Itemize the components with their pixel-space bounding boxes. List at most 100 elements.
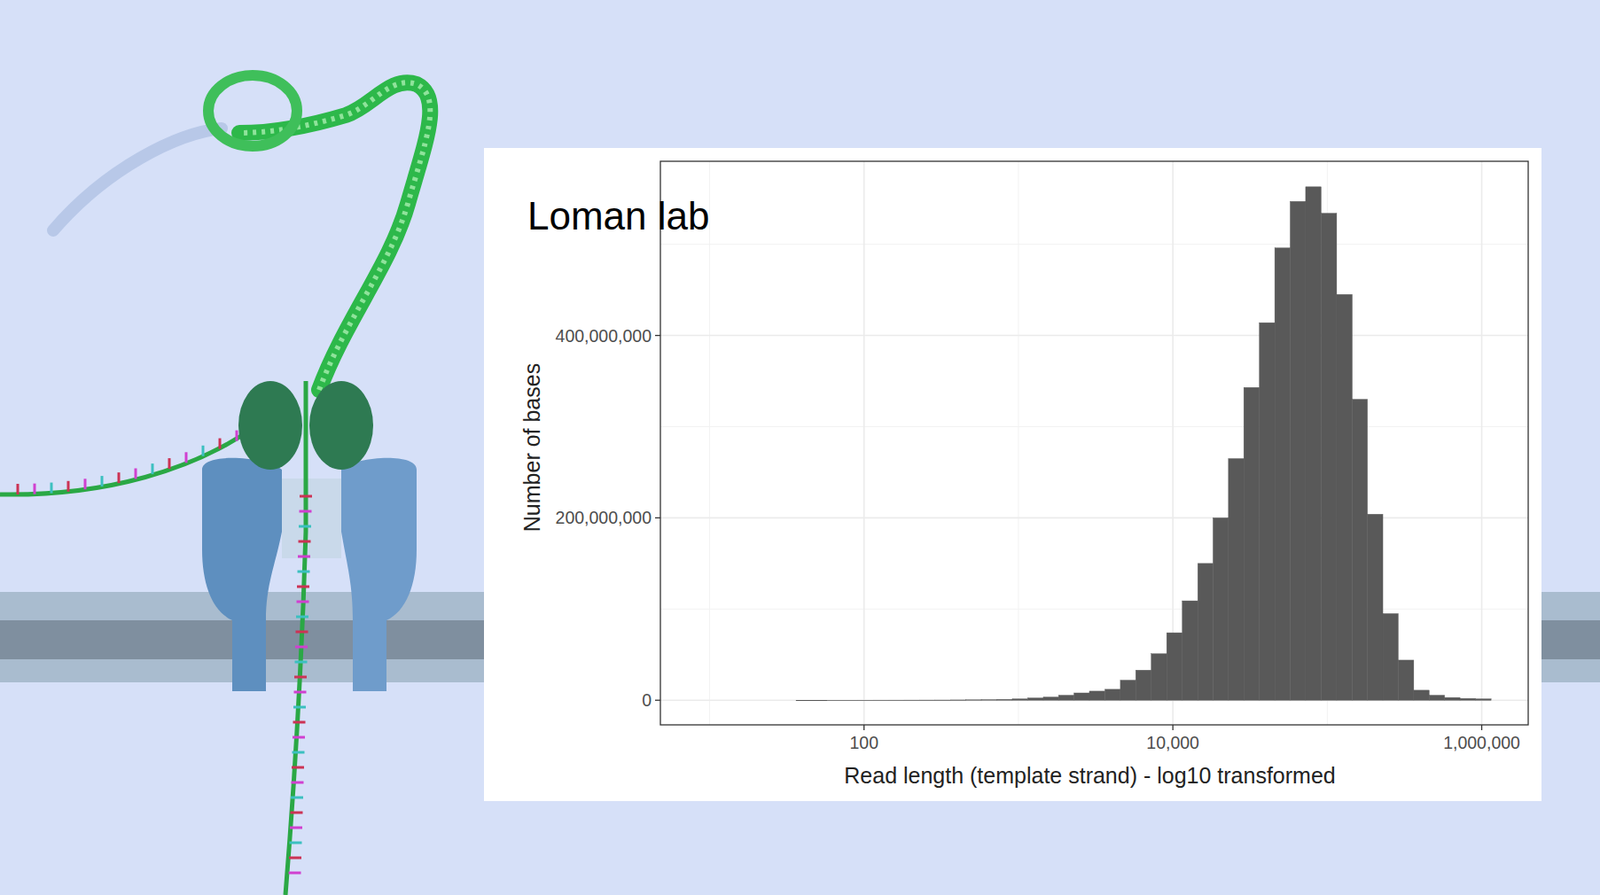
minor-grid-y: [660, 608, 1529, 610]
base: [33, 483, 37, 495]
histogram-bar: [1104, 689, 1120, 701]
minor-grid-y: [660, 243, 1529, 245]
histogram-bar: [919, 700, 935, 703]
x-tick-label: 100: [849, 733, 879, 753]
base: [290, 811, 304, 815]
base: [288, 857, 302, 860]
histogram-bar: [1212, 517, 1228, 701]
histogram-bar: [966, 699, 982, 702]
base: [168, 458, 172, 469]
base: [101, 476, 104, 487]
base: [291, 781, 305, 785]
histogram-bar: [1259, 322, 1275, 701]
histogram-bar: [1444, 697, 1460, 701]
chart-panel: [483, 148, 1542, 802]
histogram-bar: [1320, 213, 1337, 702]
base: [299, 510, 313, 514]
base: [218, 438, 222, 450]
plot-frame: [660, 161, 1529, 726]
y-tick-label: 0: [641, 690, 652, 711]
histogram-bar: [950, 699, 966, 702]
base: [296, 585, 310, 589]
histogram-bar: [1413, 690, 1429, 701]
base: [16, 483, 20, 495]
histogram-bar: [904, 700, 920, 703]
background: [0, 0, 1600, 895]
histogram-bar: [1475, 699, 1492, 702]
x-axis-title: Read length (template strand) - log10 tr…: [843, 763, 1335, 789]
y-tick-label: 200,000,000: [555, 507, 653, 528]
slide: 10010,0001,000,0000200,000,000400,000,00…: [0, 0, 1600, 895]
pore-channel: [281, 478, 342, 559]
base: [296, 616, 309, 619]
membrane: [1533, 592, 1600, 683]
grid-x: [1481, 161, 1483, 726]
grid: [660, 161, 1529, 726]
x-tick: [1171, 725, 1173, 731]
translocating-strand: [285, 381, 306, 895]
base: [50, 483, 54, 494]
motor-protein: [238, 381, 303, 470]
histogram-bar: [1336, 294, 1353, 701]
histogram-bar: [842, 700, 858, 703]
histogram-bar: [811, 700, 827, 703]
base: [298, 540, 312, 544]
base: [299, 495, 313, 499]
histogram-bar: [1058, 695, 1074, 702]
axes: 10010,0001,000,0000200,000,000400,000,00…: [555, 326, 1522, 753]
histogram-bar: [1012, 699, 1029, 702]
histogram-bar: [827, 700, 843, 703]
membrane-core: [1533, 620, 1600, 660]
base: [202, 445, 205, 457]
nanopore-illustration: [0, 75, 1600, 895]
minor-grid-x: [1017, 161, 1019, 726]
histogram-bar: [1367, 514, 1383, 701]
y-tick: [655, 700, 661, 702]
helix-turns: [239, 82, 430, 391]
base: [290, 796, 304, 800]
grid-y: [660, 517, 1529, 520]
base: [84, 478, 87, 490]
faded-strand: [53, 128, 222, 231]
base: [295, 661, 308, 664]
minor-grid-y: [660, 426, 1529, 428]
histogram-bar: [1120, 680, 1136, 702]
histogram-bar: [1382, 613, 1398, 701]
base: [292, 736, 305, 740]
histogram-bar: [1043, 697, 1059, 702]
base: [67, 481, 71, 492]
double-helix: [239, 82, 430, 391]
pore-left: [202, 458, 282, 692]
histogram-bar: [1351, 399, 1367, 702]
base: [294, 691, 307, 695]
minor-grid-x: [709, 161, 711, 726]
histogram-bar: [1228, 458, 1244, 701]
histogram-bar: [981, 699, 997, 702]
grid-x: [863, 161, 866, 726]
base: [296, 631, 309, 634]
base: [297, 570, 311, 574]
annotation: Loman lab: [527, 194, 710, 238]
histogram-bar: [873, 700, 890, 703]
histogram-bar: [1397, 660, 1414, 701]
base: [185, 452, 188, 463]
histogram-bar: [997, 699, 1013, 701]
histogram-bar: [1182, 600, 1199, 701]
histogram-bar: [1428, 695, 1444, 702]
base: [117, 472, 121, 484]
histogram-bar: [1274, 248, 1290, 701]
base: [151, 463, 155, 475]
y-tick-label: 400,000,000: [555, 326, 653, 346]
base: [298, 525, 312, 529]
base: [294, 676, 307, 680]
base: [288, 872, 302, 875]
base: [296, 600, 310, 604]
histogram-bar: [1289, 201, 1305, 701]
x-tick-label: 1,000,000: [1443, 733, 1521, 753]
base: [134, 468, 138, 480]
base: [289, 827, 303, 830]
histogram-bar: [796, 700, 812, 703]
base: [295, 646, 308, 649]
y-tick: [655, 335, 661, 336]
base: [289, 842, 303, 845]
